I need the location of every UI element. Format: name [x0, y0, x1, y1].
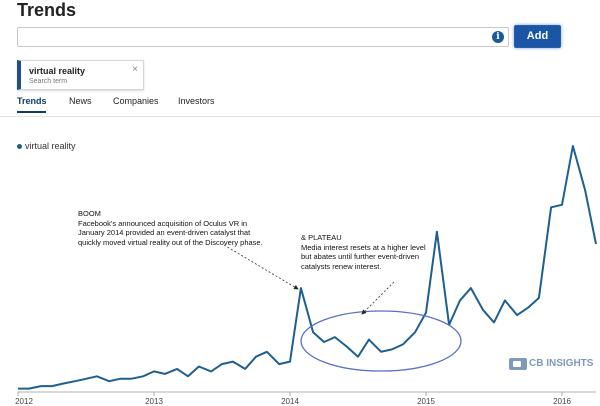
term-subtitle: Search term	[29, 78, 68, 85]
boom-arrow	[223, 244, 299, 290]
term-name: virtual reality	[29, 66, 86, 76]
plateau-arrow	[361, 281, 395, 315]
tab-news[interactable]: News	[69, 96, 92, 106]
page-title: Trends	[17, 0, 77, 20]
boom-line: BOOM	[78, 209, 101, 218]
plateau-line: catalysts renew interest.	[301, 261, 382, 271]
cb-insights-watermark: CB INSIGHTS	[509, 355, 594, 370]
legend-label: virtual reality	[25, 141, 76, 151]
cb-insights-logo-icon	[509, 357, 527, 370]
info-icon[interactable]: i	[492, 31, 504, 43]
plateau-line: & PLATEAU	[301, 233, 342, 242]
search-box[interactable]: i	[17, 27, 509, 47]
plateau-annotation: & PLATEAU Media interest resets at a hig…	[301, 233, 426, 271]
boom-annotation: BOOM Facebook's announced acquisition of…	[78, 209, 263, 247]
x-tick-label: 2016	[553, 397, 571, 406]
search-input[interactable]	[18, 28, 483, 46]
x-tick-label: 2012	[15, 397, 33, 406]
chart-legend: virtual reality	[17, 141, 76, 151]
plateau-ellipse	[300, 310, 462, 372]
plateau-line: but abates until further event-driven	[301, 252, 419, 261]
x-tick-label: 2014	[281, 397, 299, 406]
tab-trends[interactable]: Trends	[17, 96, 47, 106]
add-button[interactable]: Add	[514, 25, 561, 48]
boom-line: quickly moved virtual reality out of the…	[78, 237, 263, 247]
series-line-virtual-reality	[18, 145, 597, 390]
tab-investors[interactable]: Investors	[178, 96, 215, 106]
plateau-line: Media interest resets at a higher level	[301, 242, 426, 252]
search-term-card[interactable]: virtual reality Search term ×	[17, 60, 144, 90]
close-icon[interactable]: ×	[132, 64, 138, 75]
boom-line: Facebook's announced acquisition of Ocul…	[78, 218, 248, 228]
x-tick-label: 2013	[145, 397, 163, 406]
active-tab-underline	[17, 111, 46, 113]
legend-dot-icon	[17, 144, 22, 150]
watermark-text: CB INSIGHTS	[529, 358, 594, 370]
tab-divider	[0, 116, 600, 117]
tab-companies[interactable]: Companies	[113, 96, 159, 106]
x-tick-label: 2015	[417, 397, 435, 406]
boom-line: January 2014 provided an event-driven ca…	[78, 228, 251, 237]
